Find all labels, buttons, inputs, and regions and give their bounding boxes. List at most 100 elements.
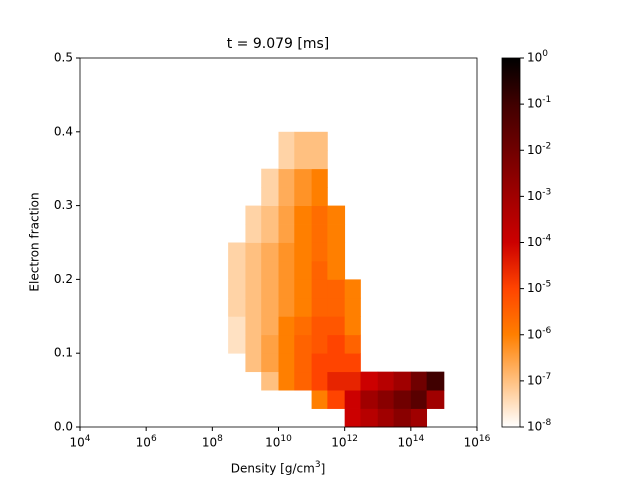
heatmap-cell	[245, 205, 262, 225]
heatmap-cell	[261, 279, 279, 299]
heatmap-cell	[245, 260, 262, 280]
heatmap-cell	[278, 205, 295, 225]
heatmap-cell	[360, 371, 379, 391]
x-axis-label: Density [g/cm3]	[231, 460, 326, 476]
heatmap-cell	[377, 408, 394, 428]
heatmap-cell	[393, 390, 412, 409]
heatmap-cell	[261, 205, 279, 225]
heatmap-cell	[278, 131, 295, 151]
heatmap-cell	[278, 150, 295, 170]
heatmap-cell	[327, 353, 346, 373]
heatmap-cell	[311, 150, 328, 170]
heatmap-cell	[228, 297, 246, 317]
heatmap-cell	[212, 260, 229, 280]
colorbar-tick-label: 10-1	[527, 95, 551, 111]
heatmap-cell	[228, 242, 246, 262]
heatmap-cell	[294, 168, 312, 188]
heatmap-cell	[261, 371, 279, 391]
heatmap-cell	[278, 224, 295, 243]
heatmap-cell	[377, 390, 394, 409]
heatmap-cell	[393, 408, 412, 428]
heatmap-cell	[245, 334, 262, 354]
heatmap-cell	[212, 242, 229, 262]
y-tick-label: 0.1	[54, 346, 73, 360]
heatmap-cell	[344, 334, 361, 354]
heatmap-cell	[278, 353, 295, 373]
heatmap-cell	[294, 260, 312, 280]
x-tick-label: 106	[136, 434, 157, 450]
heatmap-cell	[327, 316, 346, 336]
heatmap-cell	[344, 408, 361, 428]
heatmap-cell	[294, 371, 312, 391]
heatmap-cell	[261, 334, 279, 354]
heatmap-cell	[228, 260, 246, 280]
heatmap-cell	[261, 187, 279, 206]
y-tick-label: 0.0	[54, 420, 73, 434]
heatmap-cell	[360, 390, 379, 409]
heatmap-cell	[311, 279, 328, 299]
heatmap-cell	[294, 187, 312, 206]
heatmap-cell	[327, 390, 346, 409]
heatmap-cell	[261, 260, 279, 280]
heatmap-cell	[294, 279, 312, 299]
x-tick-label: 1016	[464, 434, 491, 450]
heatmap-cell	[344, 371, 361, 391]
heatmap-cell	[294, 131, 312, 151]
colorbar-tick-label: 10-3	[527, 187, 551, 203]
heatmap-cell	[278, 297, 295, 317]
heatmap-cell	[344, 279, 361, 299]
heatmap-cell	[327, 371, 346, 391]
heatmap-cell	[245, 353, 262, 373]
heatmap-cell	[294, 297, 312, 317]
heatmap-cell	[228, 334, 246, 354]
heatmap-cell	[410, 390, 428, 409]
y-tick-label: 0.3	[54, 198, 73, 212]
heatmap-cell	[278, 168, 295, 188]
heatmap-cell	[245, 279, 262, 299]
heatmap-cell	[311, 131, 328, 151]
heatmap-cell	[393, 371, 412, 391]
y-tick-label: 0.5	[54, 51, 73, 65]
colorbar-tick-label: 10-2	[527, 141, 551, 157]
heatmap-cell	[294, 150, 312, 170]
heatmap-cell	[327, 224, 346, 243]
y-axis-label: Electron fraction	[28, 192, 42, 291]
heatmap-cell	[311, 371, 328, 391]
heatmap-cell	[261, 168, 279, 188]
heatmap-cell	[261, 242, 279, 262]
heatmap-cell	[278, 371, 295, 391]
heatmap-cell	[311, 390, 328, 409]
heatmap-cell	[327, 242, 346, 262]
x-tick-label: 1012	[331, 434, 358, 450]
heatmap-cell	[360, 408, 379, 428]
heatmap-cell	[311, 316, 328, 336]
heatmap-cell	[426, 371, 445, 391]
heatmap-cell	[294, 224, 312, 243]
heatmap-cell	[344, 316, 361, 336]
heatmap-cell	[278, 316, 295, 336]
heatmap-cell	[278, 279, 295, 299]
heatmap-cell	[311, 334, 328, 354]
y-tick-label: 0.2	[54, 272, 73, 286]
x-tick-label: 1014	[397, 434, 424, 450]
heatmap-cell	[228, 316, 246, 336]
heatmap-cell	[294, 334, 312, 354]
heatmap-cell	[344, 353, 361, 373]
colorbar-tick-label: 100	[527, 49, 548, 65]
heatmap-cell	[377, 371, 394, 391]
heatmap-cell	[278, 260, 295, 280]
heatmap-cell	[294, 242, 312, 262]
heatmap-cell	[261, 353, 279, 373]
heatmap-cell	[344, 390, 361, 409]
heatmap-cell	[311, 242, 328, 262]
heatmap-cell	[410, 371, 428, 391]
colorbar-tick-label: 10-4	[527, 233, 552, 249]
heatmap-cell	[294, 205, 312, 225]
heatmap-cell	[344, 297, 361, 317]
heatmap-cell	[294, 353, 312, 373]
heatmap-cell	[294, 316, 312, 336]
y-tick-label: 0.4	[54, 124, 73, 138]
heatmap-cell	[327, 260, 346, 280]
heatmap-cell	[245, 224, 262, 243]
heatmap-cell	[311, 205, 328, 225]
